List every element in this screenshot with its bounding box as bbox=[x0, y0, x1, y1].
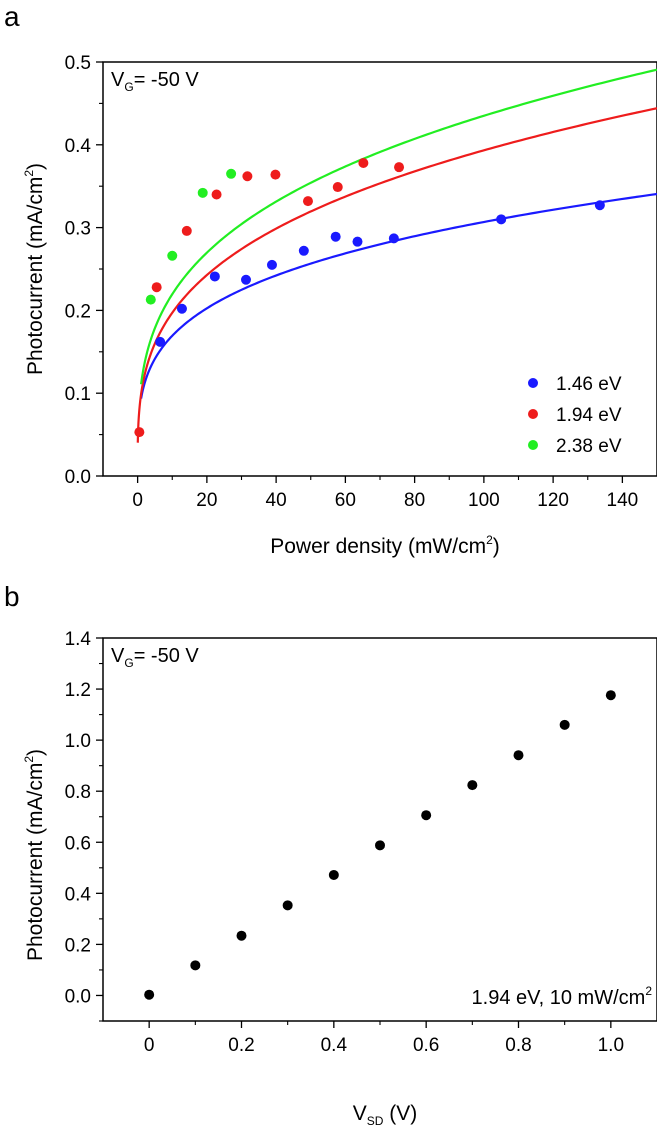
legend-marker bbox=[528, 409, 538, 419]
x-tick-label-a: 120 bbox=[537, 490, 569, 511]
legend-marker bbox=[528, 440, 538, 450]
y-tick-label-b: 0.8 bbox=[65, 782, 91, 803]
y-tick-label-a: 0.1 bbox=[65, 384, 91, 405]
data-point bbox=[151, 282, 162, 293]
legend-label: 1.94 eV bbox=[556, 405, 622, 426]
gate-voltage-annotation-b: VG= -50 V bbox=[111, 645, 199, 670]
panel-b: b 0 0.2 0.4 0.6 0.8 1.0 0.0 0.2 0.4 0.6 0.8 1.0 1.2 1… bbox=[4, 581, 657, 1128]
x-tick-label-b: 0 bbox=[144, 1035, 155, 1056]
data-point bbox=[266, 259, 277, 270]
panel-letter-a: a bbox=[4, 1, 20, 32]
data-point bbox=[332, 182, 343, 193]
data-point bbox=[190, 960, 201, 971]
y-tick-label-b: 0.6 bbox=[65, 833, 91, 854]
data-point bbox=[358, 158, 369, 169]
data-point bbox=[467, 780, 478, 791]
data-point bbox=[298, 245, 309, 256]
data-point bbox=[226, 168, 237, 179]
data-point bbox=[144, 989, 155, 1000]
y-axis-title-b: Photocurrent (mA/cm2) bbox=[22, 749, 47, 961]
y-tick-label-a: 0.5 bbox=[65, 53, 91, 74]
y-tick-label-b: 0.2 bbox=[65, 935, 91, 956]
y-tick-label-b: 0.4 bbox=[65, 884, 92, 905]
x-tick-label-b: 0.2 bbox=[228, 1035, 254, 1056]
panel-a: a 0 20 40 60 80 100 120 140 0.0 0.1 0.2 0.3 0.4 0.5 V… bbox=[4, 1, 657, 558]
gate-voltage-annotation-a: VG= -50 V bbox=[111, 69, 199, 94]
data-point bbox=[134, 427, 145, 438]
panel-letter-b: b bbox=[4, 581, 20, 612]
data-point bbox=[209, 271, 220, 282]
y-tick-label-b: 0.0 bbox=[65, 986, 91, 1007]
data-point bbox=[236, 930, 247, 941]
y-tick-label-b: 1.2 bbox=[65, 680, 91, 701]
x-axis-title-a: Power density (mW/cm2) bbox=[270, 533, 500, 558]
data-point bbox=[302, 196, 313, 207]
x-tick-label-a: 140 bbox=[607, 490, 639, 511]
legend-marker bbox=[528, 378, 538, 388]
data-point bbox=[197, 187, 208, 198]
condition-annotation-b: 1.94 eV, 10 mW/cm2 bbox=[472, 984, 653, 1009]
fit-curve bbox=[136, 107, 657, 443]
data-point bbox=[328, 869, 339, 880]
data-point bbox=[388, 233, 399, 244]
x-axis-title-b: VSD (V) bbox=[353, 1102, 418, 1128]
x-tick-label-a: 80 bbox=[404, 490, 425, 511]
data-point bbox=[496, 214, 507, 225]
x-tick-label-b: 0.8 bbox=[505, 1035, 531, 1056]
x-tick-label-a: 60 bbox=[335, 490, 356, 511]
data-point bbox=[352, 236, 363, 247]
fit-curve bbox=[140, 192, 657, 399]
x-tick-label-b: 1.0 bbox=[598, 1035, 624, 1056]
data-point bbox=[513, 750, 524, 761]
data-point bbox=[211, 189, 222, 200]
data-point bbox=[559, 719, 570, 730]
data-point bbox=[421, 810, 432, 821]
x-tick-label-a: 40 bbox=[266, 490, 287, 511]
data-point bbox=[242, 171, 253, 182]
data-point bbox=[605, 690, 616, 701]
data-point bbox=[594, 200, 605, 211]
data-point bbox=[181, 225, 192, 236]
data-point bbox=[330, 231, 341, 242]
x-tick-label-b: 0.4 bbox=[321, 1035, 348, 1056]
data-point bbox=[155, 336, 166, 347]
y-tick-label-a: 0.4 bbox=[65, 136, 92, 157]
data-point bbox=[394, 162, 405, 173]
y-tick-label-b: 1.0 bbox=[65, 731, 91, 752]
y-axis-title-a: Photocurrent (mA/cm2) bbox=[22, 163, 47, 375]
y-tick-label-a: 0.0 bbox=[65, 467, 91, 488]
plot-frame-b bbox=[102, 637, 657, 1022]
legend-label: 2.38 eV bbox=[556, 436, 622, 457]
data-point bbox=[176, 303, 187, 314]
legend-label: 1.46 eV bbox=[556, 374, 622, 395]
x-tick-label-b: 0.6 bbox=[413, 1035, 439, 1056]
y-tick-label-b: 1.4 bbox=[65, 629, 92, 650]
data-point bbox=[270, 169, 281, 180]
x-tick-label-a: 20 bbox=[196, 490, 217, 511]
data-point bbox=[375, 840, 385, 851]
data-point bbox=[145, 294, 156, 305]
data-point bbox=[241, 274, 252, 285]
data-point bbox=[167, 250, 178, 261]
legend-a: 1.46 eV 1.94 eV 2.38 eV bbox=[528, 374, 622, 457]
y-tick-label-a: 0.3 bbox=[65, 219, 91, 240]
fit-curve bbox=[139, 68, 657, 385]
x-tick-label-a: 0 bbox=[132, 490, 143, 511]
x-tick-label-a: 100 bbox=[468, 490, 500, 511]
y-tick-label-a: 0.2 bbox=[65, 301, 91, 322]
data-point bbox=[282, 900, 293, 911]
